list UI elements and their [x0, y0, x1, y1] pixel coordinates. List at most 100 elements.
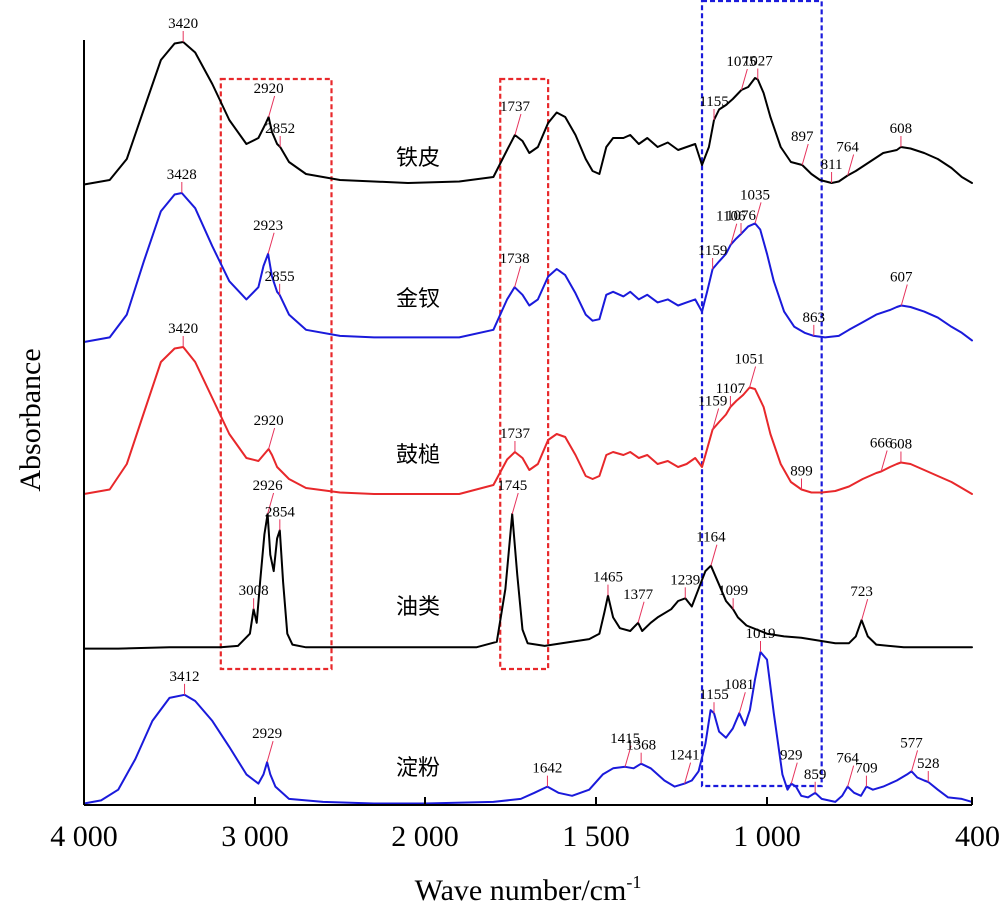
series-label-1: 铁皮 — [396, 146, 440, 171]
peak-label: 1075 — [726, 54, 756, 70]
peak-label: 811 — [821, 157, 843, 173]
peak-leader-line — [847, 765, 855, 787]
peak-label: 608 — [890, 437, 913, 453]
peak-leader-line — [684, 762, 692, 784]
series-label-4: 油类 — [396, 595, 440, 620]
peak-label: 1076 — [726, 208, 757, 224]
highlight-boxes — [219, 0, 823, 788]
series-label-5: 淀粉 — [396, 756, 440, 781]
peak-label: 577 — [900, 735, 923, 751]
peak-leader-line — [266, 741, 274, 763]
peak-leader-line — [749, 366, 757, 388]
peak-label: 1155 — [699, 94, 728, 110]
peak-label: 3008 — [239, 583, 269, 599]
peak-label: 608 — [890, 121, 913, 137]
peak-label: 1164 — [696, 530, 726, 546]
peak-label: 3428 — [167, 167, 197, 183]
peak-leader-line — [880, 450, 888, 472]
peak-label: 2920 — [254, 81, 284, 97]
peak-label: 1035 — [740, 187, 770, 203]
peak-label: 764 — [836, 751, 859, 767]
peak-label: 709 — [855, 761, 878, 777]
peak-label: 2854 — [265, 504, 296, 520]
peak-label: 863 — [803, 310, 826, 326]
peak-label: 1642 — [532, 761, 562, 777]
peak-label: 1241 — [670, 748, 700, 764]
peak-leader-line — [790, 762, 798, 784]
peak-label: 3412 — [170, 669, 200, 685]
spectra-curves — [83, 41, 973, 805]
peak-leader-line — [712, 408, 720, 430]
x-tick-label: 2 000 — [391, 820, 459, 853]
peak-label: 1737 — [500, 99, 531, 115]
peak-leader-line — [514, 113, 522, 136]
peak-label: 666 — [870, 436, 893, 452]
axes: 4 000 3 000 2 000 1 500 1 000 400 Wave number… — [14, 40, 1000, 907]
peak-label: 1106 — [716, 209, 746, 225]
x-tick-label: 4 000 — [50, 820, 118, 853]
x-tick-label: 400 — [955, 820, 1000, 853]
peak-label: 1737 — [500, 426, 531, 442]
peak-leader-line — [514, 266, 522, 288]
peak-label: 2852 — [265, 121, 295, 137]
series-curve-3 — [83, 346, 973, 495]
peak-leader-line — [900, 284, 908, 306]
peak-label: 899 — [790, 464, 813, 480]
peak-leader-line — [730, 223, 738, 245]
peak-label: 859 — [804, 767, 827, 783]
series-curve-1 — [83, 41, 973, 186]
x-tick-label: 3 000 — [221, 820, 289, 853]
series-curve-4 — [83, 513, 973, 650]
highlight-box-1 — [219, 77, 333, 671]
peak-label: 1107 — [716, 381, 746, 397]
peak-label: 2923 — [253, 218, 283, 234]
highlight-box-3 — [700, 0, 823, 788]
peak-label: 1081 — [724, 677, 754, 693]
peak-leader-line — [268, 427, 276, 450]
peak-leader-line — [801, 143, 809, 166]
series-curve-2 — [83, 192, 973, 343]
peak-leader-line — [710, 544, 718, 566]
peak-label: 897 — [791, 129, 814, 145]
peak-label: 1368 — [626, 738, 656, 754]
x-axis-title-text: Wave number/cm — [415, 874, 627, 907]
series-curve-5 — [83, 651, 973, 805]
x-axis-ticks: 4 000 3 000 2 000 1 500 1 000 400 — [50, 797, 1000, 853]
x-tick-label: 1 000 — [733, 820, 801, 853]
peak-leader-line — [847, 154, 855, 176]
peak-leader-line — [738, 692, 746, 714]
peak-label: 1377 — [623, 587, 654, 603]
peak-leader-line — [511, 492, 519, 515]
series-label-2: 金钗 — [396, 287, 440, 312]
peak-label: 1051 — [735, 352, 765, 368]
peak-label: 607 — [890, 269, 913, 285]
peak-label: 3420 — [168, 321, 198, 337]
x-axis-title-superscript: -1 — [626, 872, 641, 892]
highlight-box-2 — [499, 77, 550, 671]
peak-label: 2920 — [254, 413, 284, 429]
peak-label: 929 — [780, 748, 803, 764]
peak-leader-line — [754, 202, 762, 224]
peak-leader-line — [740, 68, 748, 91]
peak-label: 2929 — [252, 726, 282, 742]
peak-label: 1155 — [699, 687, 728, 703]
peak-label: 2926 — [253, 478, 284, 494]
peak-label: 528 — [917, 756, 940, 772]
peak-leader-line — [268, 95, 276, 118]
peak-label: 1027 — [743, 54, 774, 70]
peak-label: 1159 — [698, 394, 727, 410]
peak-leader-line — [911, 750, 919, 772]
peak-leader-line — [267, 492, 275, 515]
peak-leader-line — [624, 745, 632, 767]
peak-label: 764 — [836, 140, 859, 156]
peak-label: 1019 — [746, 626, 776, 642]
peak-label: 2855 — [265, 269, 295, 285]
x-axis-title: Wave number/cm-1 — [415, 872, 642, 907]
y-axis-title: Absorbance — [14, 348, 47, 491]
peak-label: 1159 — [698, 243, 727, 259]
peak-label: 1415 — [610, 731, 640, 747]
peak-leader-line — [267, 232, 275, 254]
